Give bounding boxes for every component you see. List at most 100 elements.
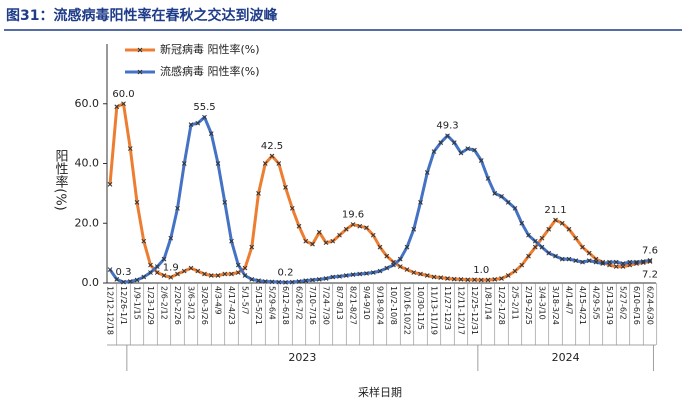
point-marker [613,259,619,265]
point-marker [181,268,187,274]
point-marker [276,161,282,166]
x-tick-label: 9/4-9/10 [362,286,371,320]
point-marker [208,131,214,136]
legend-label: 流感病毒 阳性率(%) [160,64,260,78]
point-marker [411,226,417,232]
point-marker [323,240,329,246]
point-marker [337,274,342,279]
point-marker [121,101,126,107]
data-label: 55.5 [193,102,215,113]
point-marker [634,259,639,265]
legend-marker [137,69,143,75]
point-marker [202,271,207,277]
point-marker [107,267,113,272]
point-marker [364,271,369,276]
point-marker [418,199,423,205]
point-marker [175,271,180,277]
point-marker [269,279,275,285]
x-tick-label: 12/12-12/18 [106,286,115,335]
point-marker [161,256,167,262]
point-marker [229,238,234,244]
x-tick-label: 1/22-1/28 [497,286,506,325]
point-marker [188,122,194,128]
point-marker [445,133,450,139]
point-marker [627,259,633,265]
point-marker [215,273,221,278]
x-tick-label: 11/13-11/19 [430,286,439,335]
data-label: 7.6 [642,245,658,256]
x-tick-label: 7/24-7/30 [322,286,331,325]
point-marker [114,277,120,282]
x-tick-label: 12/26-1/1 [119,286,128,325]
point-marker [620,261,626,266]
x-tick-label: 5/29-6/4 [268,286,277,320]
point-marker [553,253,558,259]
point-marker [256,191,261,196]
point-marker [114,104,120,110]
data-label: 1.0 [473,265,489,276]
y-tick-label: 0.0 [82,276,100,289]
point-marker [472,147,477,153]
point-marker [148,262,153,268]
x-tick-label: 4/3-4/9 [214,286,223,315]
x-tick-label: 8/7-8/13 [335,286,344,320]
point-marker [593,259,599,265]
x-tick-label: 6/24-6/30 [646,286,655,325]
point-marker [242,265,248,271]
point-marker [600,261,606,266]
point-marker [310,277,315,283]
point-marker [505,199,511,205]
point-marker [499,194,504,199]
point-marker [384,265,390,271]
point-marker [492,191,498,196]
point-marker [289,205,295,211]
point-marker [121,279,126,285]
data-label: 1.9 [163,262,179,273]
data-label: 19.6 [342,209,364,220]
y-tick-label: 40.0 [75,157,100,170]
point-marker [330,238,336,244]
x-tick-label: 4/29-5/5 [592,286,601,320]
point-marker [384,253,390,259]
point-marker [148,270,153,275]
point-marker [566,226,572,232]
point-marker [559,256,565,262]
point-marker [188,265,194,271]
legend-label: 新冠病毒 阳性率(%) [160,42,260,56]
point-marker [364,225,369,231]
point-marker [451,276,457,282]
x-tick-label: 12/25-12/31 [470,286,479,335]
point-marker [350,272,356,277]
point-marker [235,270,241,275]
point-marker [370,232,376,238]
point-marker [580,244,585,250]
point-marker [391,262,396,268]
point-marker [127,146,133,151]
point-marker [424,273,430,278]
point-marker [350,222,356,227]
point-marker [283,280,288,285]
point-marker [154,270,160,275]
point-marker [418,271,423,277]
point-marker [539,235,545,241]
point-marker [154,264,160,269]
point-marker [377,244,383,250]
point-marker [168,235,174,241]
point-marker [485,176,491,181]
point-marker [303,238,309,244]
point-marker [134,199,140,205]
x-tick-label: 3/20-3/26 [200,286,209,325]
point-marker [640,259,646,264]
point-marker [404,267,410,272]
point-marker [195,268,201,274]
data-label: 42.5 [261,141,283,152]
x-group-label: 2023 [288,351,316,364]
point-marker [262,161,268,166]
x-tick-label: 1/9-1/15 [133,286,142,320]
point-marker [553,217,558,223]
point-marker [532,238,538,244]
point-marker [458,277,464,282]
point-marker [640,260,646,266]
x-tick-label: 3/6-3/12 [187,286,196,320]
point-marker [303,278,309,283]
